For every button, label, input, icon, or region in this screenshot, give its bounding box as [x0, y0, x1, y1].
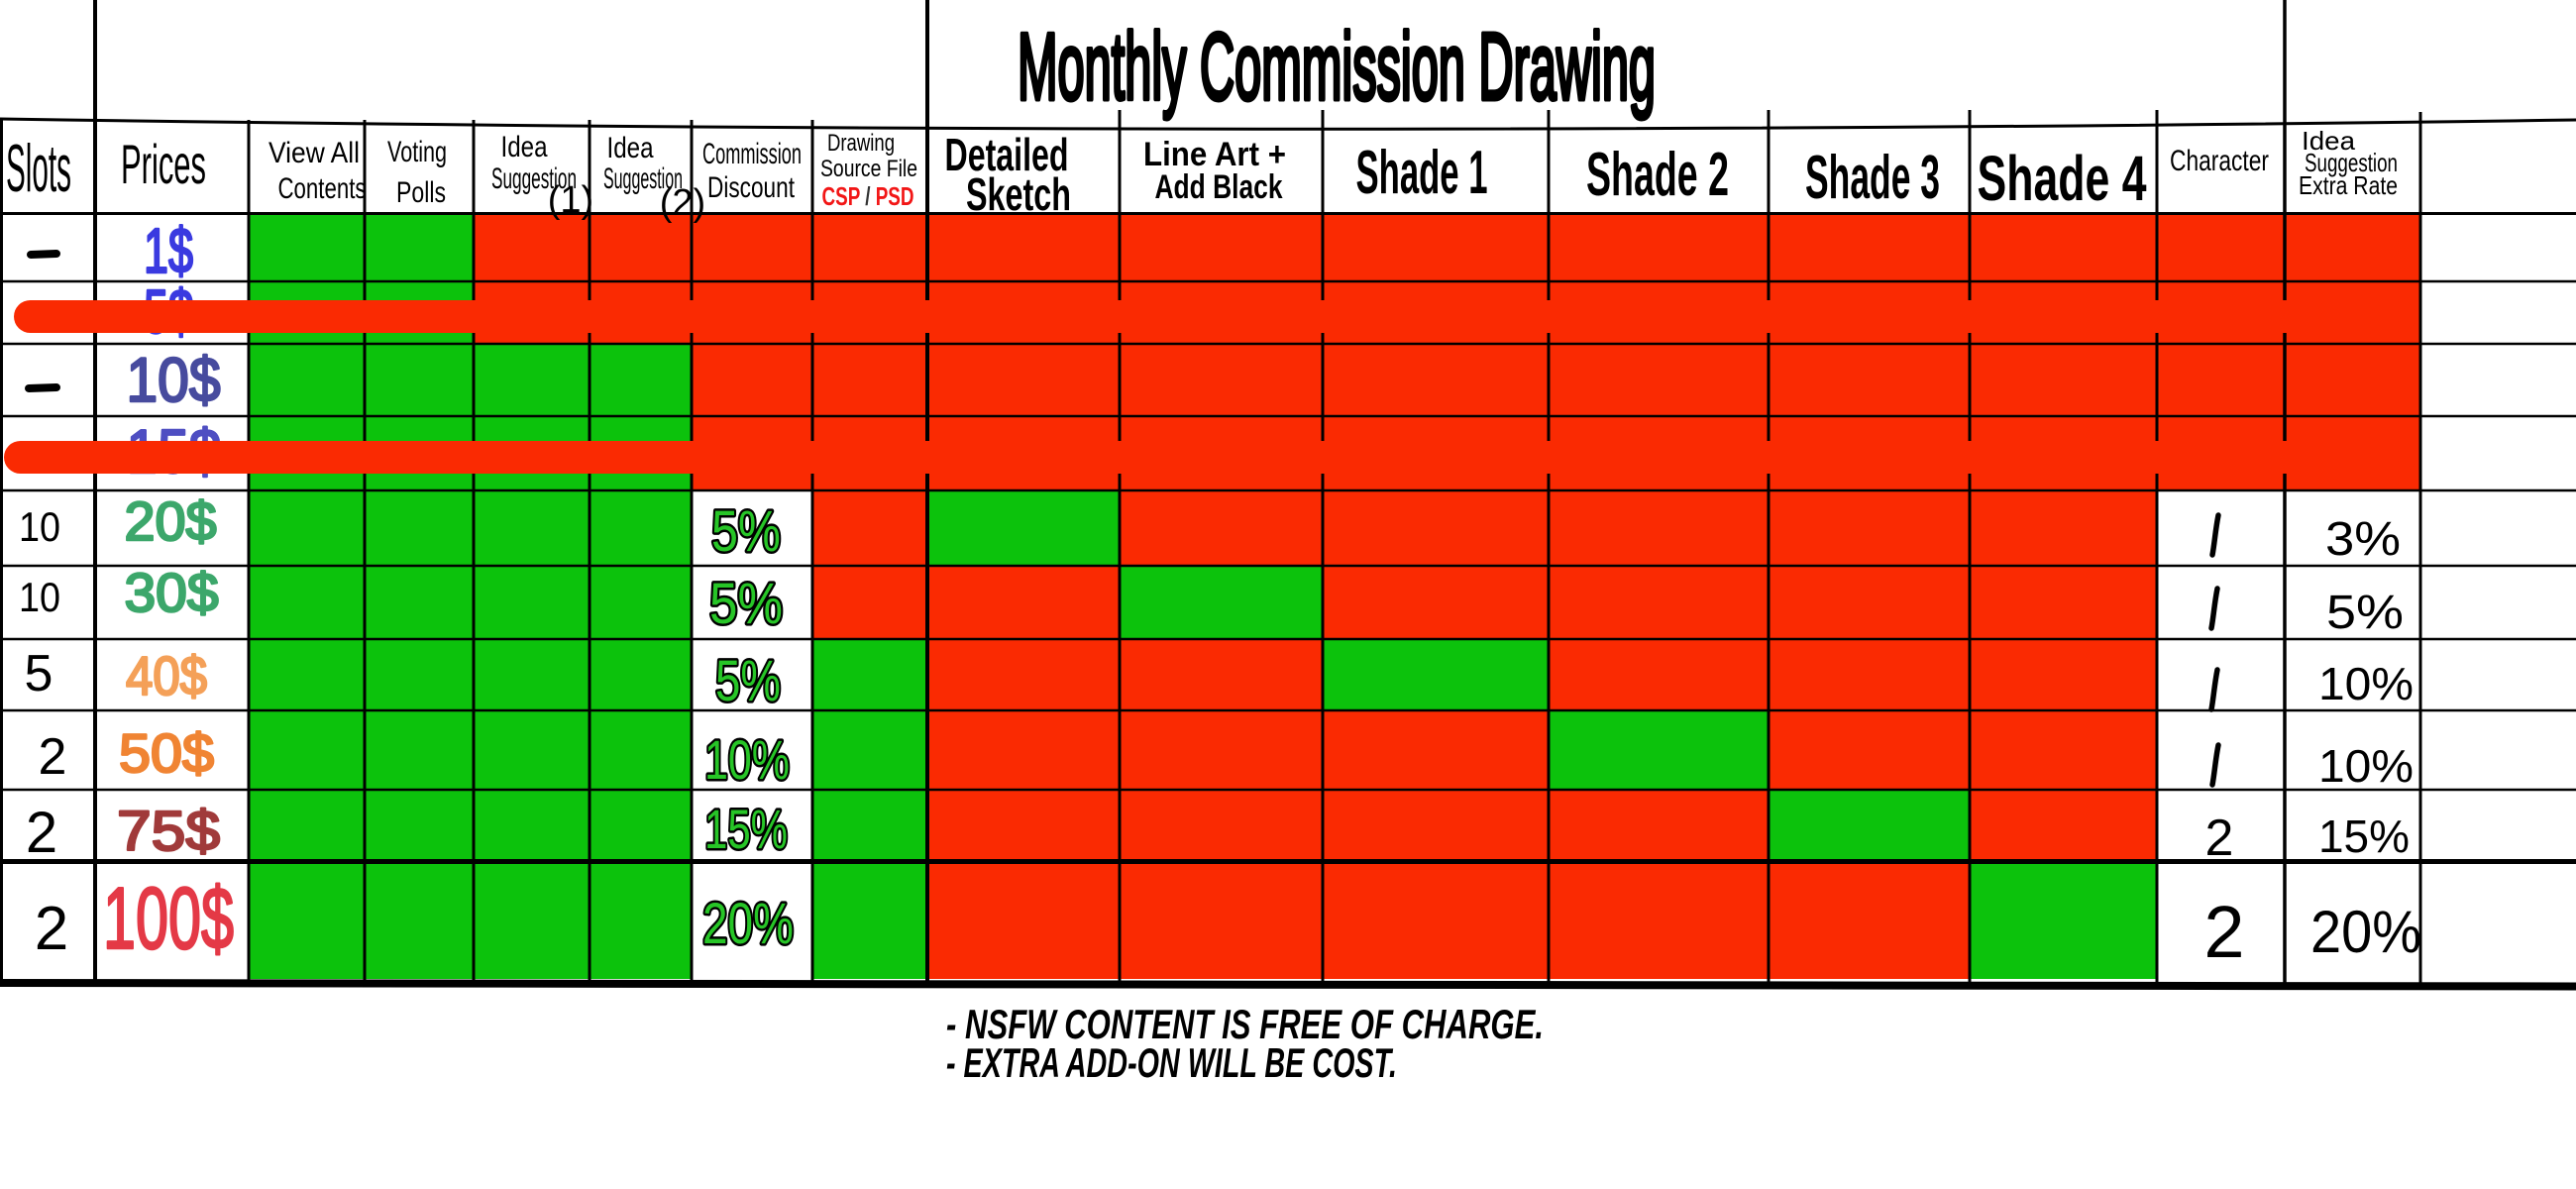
svg-text:1$: 1$ [144, 215, 193, 286]
svg-text:30$: 30$ [125, 562, 219, 623]
svg-text:View All: View All [268, 137, 360, 169]
svg-text:5%: 5% [715, 649, 781, 713]
svg-text:Prices: Prices [121, 133, 206, 195]
svg-text:5%: 5% [2326, 587, 2404, 639]
svg-text:- EXTRA ADD-ON WILL BE COST.: - EXTRA ADD-ON WILL BE COST. [946, 1039, 1397, 1086]
svg-text:100$: 100$ [103, 869, 234, 967]
svg-text:20$: 20$ [125, 490, 217, 552]
svg-text:5%: 5% [709, 572, 783, 636]
svg-text:Extra Rate: Extra Rate [2299, 170, 2398, 200]
svg-text:Slots: Slots [6, 131, 71, 206]
svg-text:2: 2 [2203, 891, 2244, 973]
svg-text:Monthly Commission Drawing: Monthly Commission Drawing [1018, 14, 1656, 120]
svg-text:- NSFW CONTENT IS FREE OF CHAR: - NSFW CONTENT IS FREE OF CHARGE. [946, 1001, 1544, 1047]
svg-text:10%: 10% [2318, 740, 2414, 792]
svg-text:75$: 75$ [117, 800, 220, 863]
svg-text:Voting: Voting [387, 136, 447, 168]
svg-text:Discount: Discount [707, 171, 796, 204]
svg-text:10: 10 [19, 503, 60, 550]
svg-text:CSP / PSD: CSP / PSD [822, 181, 914, 211]
svg-text:Detailed: Detailed [945, 129, 1069, 180]
svg-text:40$: 40$ [126, 645, 207, 706]
svg-text:Commission: Commission [702, 138, 802, 170]
svg-text:Source File: Source File [820, 156, 917, 182]
svg-text:Suggestion: Suggestion [491, 162, 577, 195]
svg-text:10%: 10% [704, 728, 790, 791]
svg-text:2: 2 [2205, 810, 2234, 867]
svg-text:2: 2 [26, 801, 57, 865]
svg-text:Line Art +: Line Art + [1143, 136, 1286, 173]
svg-text:5%: 5% [711, 499, 781, 564]
svg-text:Sketch: Sketch [966, 168, 1071, 220]
svg-text:50$: 50$ [119, 722, 214, 784]
svg-text:(2): (2) [660, 182, 705, 224]
svg-text:Shade 3: Shade 3 [1805, 144, 1940, 212]
svg-text:10$: 10$ [127, 346, 221, 415]
svg-text:15%: 15% [704, 798, 788, 860]
svg-text:Suggestion: Suggestion [2305, 148, 2398, 177]
svg-text:Shade 1: Shade 1 [1356, 139, 1488, 207]
svg-text:20%: 20% [2310, 899, 2421, 965]
svg-text:Polls: Polls [396, 176, 446, 209]
svg-text:Suggestion: Suggestion [603, 162, 683, 195]
svg-text:Contents: Contents [278, 172, 367, 205]
svg-text:Add Black: Add Black [1155, 168, 1283, 206]
svg-text:10: 10 [19, 574, 60, 620]
svg-text:2: 2 [39, 728, 67, 786]
svg-text:10%: 10% [2318, 658, 2414, 709]
svg-text:Idea: Idea [607, 132, 654, 164]
svg-text:Idea: Idea [501, 131, 548, 163]
svg-text:(1): (1) [548, 179, 593, 221]
svg-text:15%: 15% [2318, 811, 2410, 862]
svg-text:Idea: Idea [2302, 126, 2356, 156]
svg-text:5: 5 [25, 645, 54, 703]
svg-text:3%: 3% [2325, 513, 2401, 566]
svg-text:Shade 4: Shade 4 [1978, 143, 2147, 214]
svg-text:20%: 20% [702, 892, 794, 956]
svg-text:Drawing: Drawing [827, 130, 895, 157]
svg-text:2: 2 [35, 895, 68, 963]
svg-text:Shade 2: Shade 2 [1586, 141, 1729, 209]
svg-text:Character: Character [2170, 145, 2269, 177]
